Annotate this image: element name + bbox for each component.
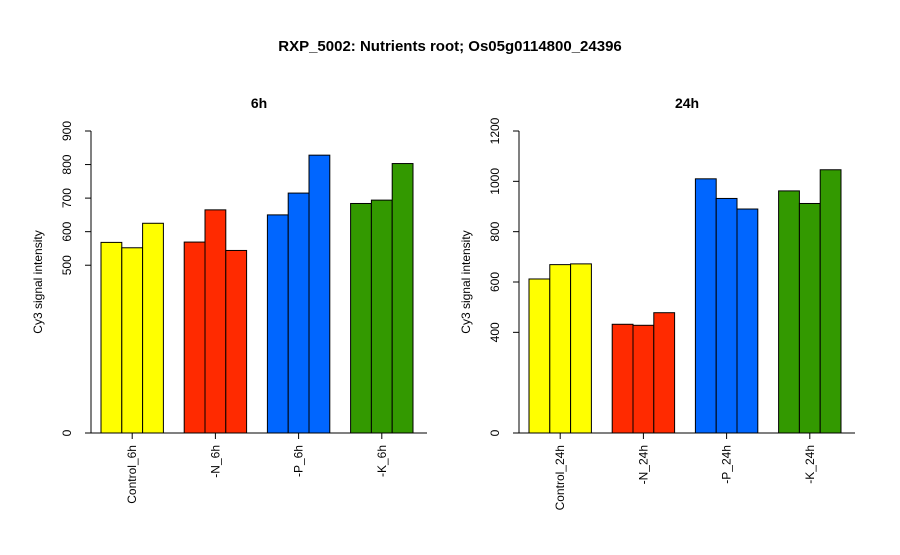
- bar--P_24h-rep1: [694, 178, 717, 434]
- y-tick-label: 0: [60, 429, 74, 436]
- bar--K_6h-rep2: [370, 199, 393, 434]
- bar--P_6h-rep1: [266, 214, 289, 434]
- bar--P_6h-rep2: [287, 192, 310, 434]
- y-tick-label: 800: [488, 221, 502, 241]
- bar--P_24h-rep3: [736, 208, 759, 434]
- bar-Control_6h-rep2: [121, 247, 144, 434]
- x-tick-label: -P_6h: [292, 445, 306, 477]
- bar-Control_24h-rep3: [570, 263, 592, 434]
- bar--P_6h-rep3: [308, 154, 331, 434]
- bar--N_6h-rep2: [204, 209, 227, 434]
- x-tick-label: -K_24h: [803, 445, 817, 484]
- y-axis-label: Cy3 signal intensity: [459, 230, 473, 333]
- y-tick-label: 700: [60, 188, 74, 208]
- main-title: RXP_5002: Nutrients root; Os05g0114800_2…: [278, 38, 622, 55]
- bar-Control_24h-rep1: [528, 278, 551, 434]
- x-tick-label: -N_6h: [208, 445, 222, 478]
- y-tick-label: 400: [488, 322, 502, 342]
- chart-panel-2: 24h Control_24h -N_24h -P_24h -K_24h 0 400 600 8…: [459, 95, 855, 510]
- bar--P_24h-rep2: [715, 197, 738, 434]
- x-tick-label: Control_6h: [125, 445, 139, 504]
- y-tick-label: 600: [60, 221, 74, 241]
- chart-panel-1: 6h Control_6h -N_6h -P_6h -K_6h 0 500 600 700 800…: [31, 95, 427, 504]
- bar-Control_6h-rep3: [142, 222, 164, 434]
- bar--K_24h-rep1: [778, 190, 800, 434]
- x-tick-label: Control_24h: [553, 445, 567, 510]
- y-axis-label: Cy3 signal intensity: [31, 230, 45, 333]
- bar-Control_6h-rep1: [100, 241, 123, 434]
- bar--K_6h-rep3: [391, 163, 414, 434]
- panel-title: 6h: [251, 95, 267, 111]
- y-tick-label: 600: [488, 272, 502, 292]
- bar--N_6h-rep1: [183, 241, 206, 434]
- bar--K_24h-rep3: [819, 169, 842, 434]
- bar-Control_24h-rep2: [549, 264, 572, 434]
- x-tick-label: -P_24h: [720, 445, 734, 484]
- bar--N_24h-rep2: [632, 324, 655, 434]
- y-tick-label: 800: [60, 154, 74, 174]
- y-tick-label: 1200: [488, 117, 502, 144]
- y-tick-label: 1000: [488, 168, 502, 195]
- bar--N_24h-rep3: [653, 312, 676, 434]
- bar--K_24h-rep2: [798, 202, 821, 434]
- bar--N_24h-rep1: [611, 323, 634, 434]
- bar--N_6h-rep3: [225, 249, 248, 434]
- y-tick-label: 900: [60, 121, 74, 141]
- x-tick-label: -N_24h: [636, 445, 650, 484]
- x-tick-label: -K_6h: [375, 445, 389, 477]
- y-tick-label: 500: [60, 255, 74, 275]
- panel-title: 24h: [675, 95, 699, 111]
- y-tick-label: 0: [488, 429, 502, 436]
- bar--K_6h-rep1: [350, 202, 372, 434]
